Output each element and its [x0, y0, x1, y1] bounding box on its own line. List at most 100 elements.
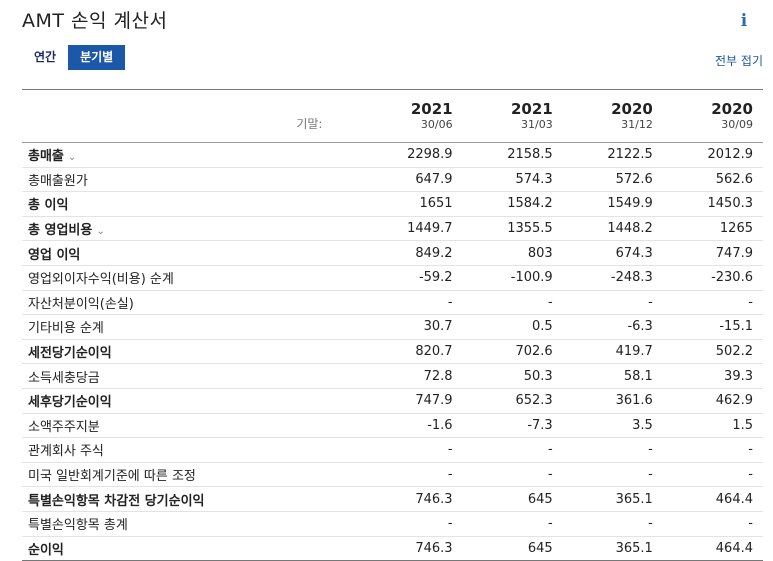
chevron-down-icon[interactable]: ⌄	[67, 152, 77, 164]
table-row: 총 이익 1651 1584.2 1549.9 1450.3	[22, 192, 763, 217]
row-label: 미국 일반회계기준에 따른 조정	[28, 469, 196, 485]
value-cell: 30.7	[423, 319, 453, 335]
value-cell: 1265	[719, 221, 753, 237]
value-cell: -	[548, 442, 553, 458]
value-cell: -	[748, 442, 753, 458]
row-label-cell: 특별손익항목 차감전 당기순이익	[22, 487, 362, 512]
collapse-all-link[interactable]: 전부 접기	[715, 54, 763, 68]
value-cell: 1651	[419, 196, 453, 212]
row-label-cell: 소득세충당금	[22, 364, 362, 389]
row-label: 기타비용 순계	[28, 321, 104, 337]
table-row: 세후당기순이익 747.9 652.3 361.6 462.9	[22, 388, 763, 414]
value-cell: 2012.9	[707, 147, 754, 163]
value-cell: 645	[527, 540, 553, 556]
value-cell: 1355.5	[507, 221, 553, 237]
value-cell: -6.3	[627, 319, 653, 335]
value-cell: 1450.3	[707, 196, 754, 212]
row-label: 총매출원가	[28, 173, 88, 189]
row-label-cell: 특별손익항목 총계	[22, 511, 362, 536]
row-label: 순이익	[28, 542, 64, 558]
row-label: 총 이익	[28, 198, 69, 214]
value-cell: -	[548, 467, 553, 483]
row-label-cell: 총 영업비용 ⌄	[22, 216, 362, 241]
table-row: 영업 이익 849.2 803 674.3 747.9	[22, 241, 763, 266]
value-cell: 0.5	[532, 319, 553, 335]
table-body: 총매출 ⌄ 2298.9 2158.5 2122.5 2012.9 총매출원가 647.9 57…	[22, 143, 763, 561]
value-cell: -59.2	[418, 270, 453, 286]
period-header: 2021 31/03	[462, 89, 563, 143]
value-cell: -	[447, 294, 453, 310]
table-row: 자산처분이익(손실) - - - -	[22, 290, 763, 315]
row-label: 특별손익항목 차감전 당기순이익	[28, 493, 205, 509]
table-row: 세전당기순이익 820.7 702.6 419.7 502.2	[22, 339, 763, 364]
value-cell: -7.3	[527, 417, 553, 433]
row-label: 관계회사 주식	[28, 444, 104, 460]
value-cell: 464.4	[715, 491, 753, 507]
value-cell: 365.1	[615, 540, 653, 556]
table-row: 특별손익항목 차감전 당기순이익 746.3 645 365.1 464.4	[22, 487, 763, 512]
value-cell: -230.6	[711, 270, 753, 286]
period-tabs: 연간 분기별	[22, 45, 126, 70]
value-cell: 58.1	[623, 368, 653, 384]
value-cell: 1584.2	[507, 196, 553, 212]
value-cell: 562.6	[715, 171, 753, 187]
table-row: 총 영업비용 ⌄ 1449.7 1355.5 1448.2 1265	[22, 216, 763, 241]
row-label-cell: 자산처분이익(손실)	[22, 290, 362, 315]
period-header: 2020 30/09	[662, 89, 763, 143]
row-label: 영업외이자수익(비용) 순계	[28, 272, 174, 288]
row-label-cell: 순이익	[22, 536, 362, 561]
value-cell: 3.5	[632, 417, 653, 433]
table-row: 관계회사 주식 - - - -	[22, 438, 763, 463]
value-cell: -	[748, 467, 753, 483]
value-cell: 572.6	[615, 171, 653, 187]
row-label-cell: 영업 이익	[22, 241, 362, 266]
row-label-cell: 관계회사 주식	[22, 438, 362, 463]
period-date: 31/12	[621, 118, 653, 131]
value-cell: 702.6	[515, 344, 553, 360]
value-cell: 647.9	[415, 171, 453, 187]
table-row: 영업외이자수익(비용) 순계 -59.2 -100.9 -248.3 -230.6	[22, 265, 763, 291]
row-label: 특별손익항목 총계	[28, 518, 128, 534]
value-cell: 1448.2	[607, 221, 653, 237]
value-cell: 674.3	[615, 245, 653, 261]
value-cell: -	[748, 516, 753, 532]
period-date: 31/03	[521, 118, 553, 131]
value-cell: 746.3	[415, 540, 453, 556]
value-cell: 2158.5	[507, 147, 553, 163]
value-cell: 2298.9	[407, 147, 453, 163]
period-year: 2021	[510, 100, 553, 118]
value-cell: 820.7	[415, 344, 453, 360]
table-row: 순이익 746.3 645 365.1 464.4	[22, 536, 763, 561]
period-date: 30/09	[721, 118, 753, 131]
value-cell: 747.9	[715, 245, 753, 261]
value-cell: 803	[527, 245, 553, 261]
value-cell: 464.4	[715, 540, 753, 556]
info-icon[interactable]: i	[740, 11, 748, 31]
value-cell: -	[748, 294, 753, 310]
row-label: 소액주주지분	[28, 419, 100, 435]
value-cell: 2122.5	[607, 147, 653, 163]
row-label: 세전당기순이익	[28, 346, 112, 362]
value-cell: -	[548, 294, 553, 310]
period-year: 2020	[611, 100, 653, 118]
tab-annual[interactable]: 연간	[22, 45, 69, 70]
value-cell: -	[447, 442, 453, 458]
value-cell: -	[447, 516, 453, 532]
value-cell: -100.9	[510, 270, 553, 286]
period-header: 2020 31/12	[562, 89, 663, 143]
chevron-down-icon[interactable]: ⌄	[96, 226, 105, 238]
row-label: 총매출	[28, 149, 64, 165]
row-label: 자산처분이익(손실)	[28, 296, 134, 312]
value-cell: 1449.7	[407, 221, 453, 237]
value-cell: 747.9	[415, 393, 453, 409]
value-cell: -248.3	[610, 270, 653, 286]
value-cell: -	[648, 467, 653, 483]
value-cell: -	[548, 516, 553, 532]
tab-quarterly[interactable]: 분기별	[68, 45, 126, 70]
table-header-row: 기말: 2021 30/06 2021 31/03 2020 31/12 202…	[22, 89, 763, 143]
table-row: 소액주주지분 -1.6 -7.3 3.5 1.5	[22, 413, 763, 438]
value-cell: 574.3	[515, 171, 553, 187]
value-cell: 849.2	[415, 245, 453, 261]
table-row: 특별손익항목 총계 - - - -	[22, 511, 763, 536]
period-end-label: 기말:	[22, 89, 363, 143]
